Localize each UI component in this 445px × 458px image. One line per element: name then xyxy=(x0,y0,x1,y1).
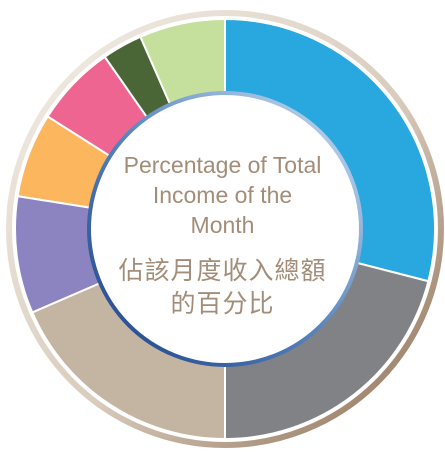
subtitle-box: 佔該月度收入總額的百分比 xyxy=(0,255,445,321)
title-box: Percentage of Total Income of the Month xyxy=(0,150,445,240)
center-circle xyxy=(87,91,363,367)
chart-title: Percentage of Total Income of the Month xyxy=(123,152,322,238)
chart-subtitle: 佔該月度收入總額的百分比 xyxy=(118,257,327,318)
outer-ring xyxy=(6,10,444,448)
